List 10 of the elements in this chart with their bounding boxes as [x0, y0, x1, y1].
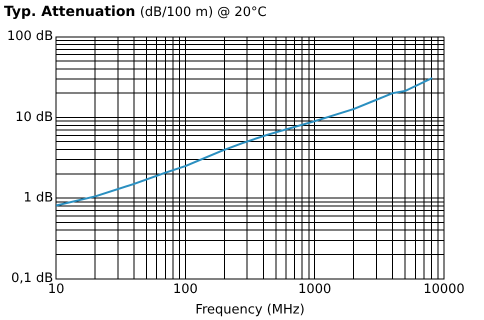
x-tick-label: 10000: [423, 282, 465, 297]
x-tick-label: 1000: [298, 282, 332, 297]
y-tick-label: 1 dB: [24, 190, 54, 206]
chart-title: Typ. Attenuation: [4, 4, 136, 20]
x-tick-label: 100: [172, 282, 198, 297]
chart-subtitle: (dB/100 m) @ 20°C: [140, 5, 267, 20]
x-axis-title: Frequency (MHz): [195, 302, 305, 318]
x-tick-label: 10: [48, 282, 64, 297]
y-tick-label: 100 dB: [6, 29, 54, 44]
y-tick-label: 10 dB: [15, 110, 54, 125]
